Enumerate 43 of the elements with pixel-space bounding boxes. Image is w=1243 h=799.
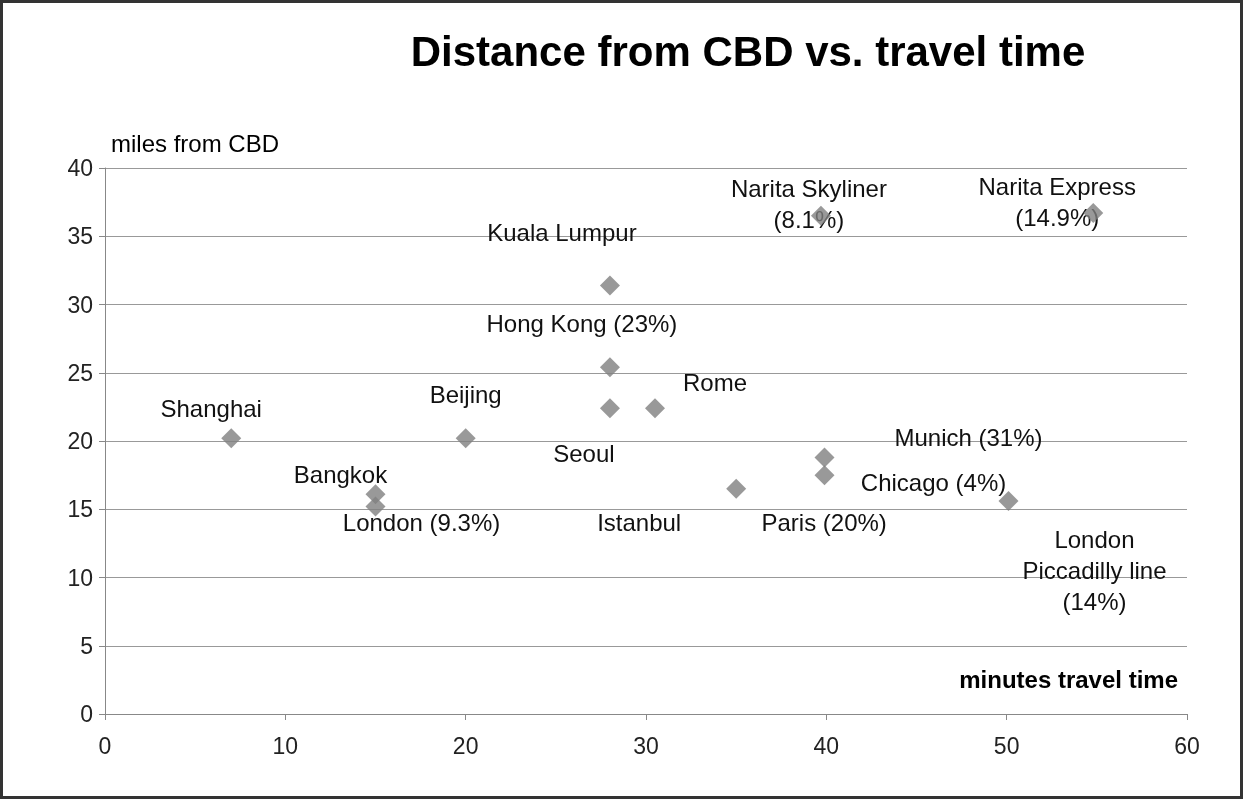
y-tick-label: 25 [67,359,93,386]
annotation: Narita Express (14.9%) [978,173,1136,232]
point [455,428,476,449]
point [645,398,666,419]
annotation: Bangkok [293,460,389,488]
annotation: Hong Kong (23%) [486,309,678,337]
chart-title: Distance from CBD vs. travel time [410,27,1086,75]
point [814,465,835,486]
annotation: Paris (20%) [761,509,887,537]
y-tick-label: 15 [67,496,93,523]
point [726,478,747,499]
x-tick-label: 30 [633,732,659,759]
y-tick-label: 5 [80,632,93,659]
y-tick-label: 30 [67,291,93,318]
annotation: London Piccadilly line (14%) [1022,525,1167,615]
annotation: Narita Skyliner (8.1%) [730,174,887,233]
annotation: Chicago (4%) [860,468,1007,496]
y-tick-label: 0 [80,701,93,727]
annotation: Rome [683,368,748,396]
x-tick-label: 0 [98,732,112,759]
annotation: Seoul [553,439,615,467]
y-axis-title: miles from CBD [111,129,280,157]
point [814,447,835,468]
x-tick-label: 20 [452,732,479,759]
annotation: Beijing [429,380,502,408]
x-tick-label: 10 [272,732,299,759]
annotation: Munich (31%) [894,423,1043,451]
point [599,275,620,296]
x-axis-title: minutes travel time [959,665,1179,693]
x-tick-label: 50 [993,732,1020,759]
point [599,357,620,378]
annotation: Shanghai [160,394,262,422]
y-tick-label: 10 [67,564,93,591]
annotation: Istanbul [597,509,682,537]
y-tick-label: 20 [67,428,93,454]
x-tick-label: 60 [1174,732,1200,759]
y-tick-label: 35 [67,223,93,250]
annotation: London (9.3%) [342,509,501,537]
point [221,428,242,449]
x-tick-label: 40 [813,732,840,759]
y-tick-label: 40 [67,155,93,181]
annotation: Kuala Lumpur [487,218,637,246]
point [599,398,620,419]
